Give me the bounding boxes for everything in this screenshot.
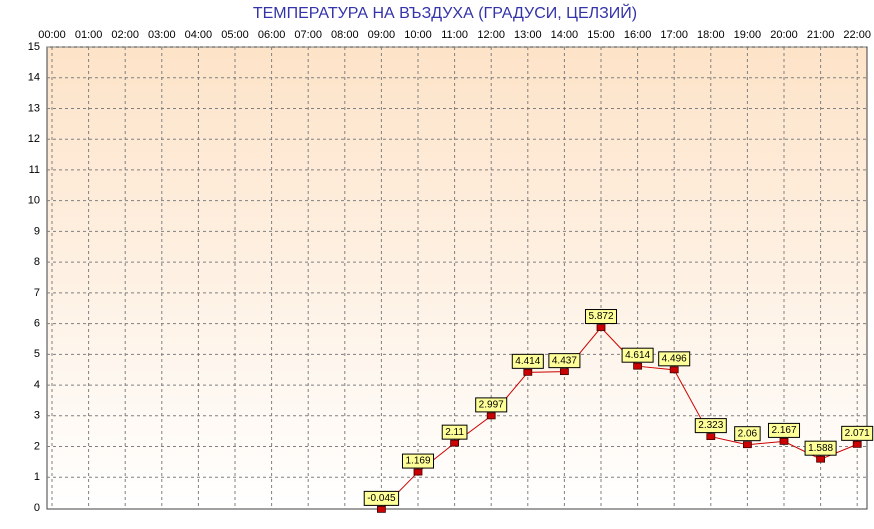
- y-tick-label: 5: [34, 348, 40, 360]
- value-label-box: [401, 453, 435, 469]
- value-label-text: 2.071: [845, 428, 870, 439]
- x-tick-label: 17:00: [660, 29, 688, 41]
- x-tick-label: 05:00: [221, 29, 249, 41]
- marker: [852, 440, 862, 448]
- value-label-text: -0.045: [367, 493, 396, 504]
- value-label: 5.872: [584, 309, 618, 325]
- value-label-text: 4.496: [662, 353, 687, 364]
- y-tick-label: 2: [34, 440, 40, 452]
- value-label-text: 2.06: [738, 428, 758, 439]
- value-label: 2.071: [841, 425, 874, 441]
- y-tick-label: 11: [29, 164, 40, 176]
- value-label-text: 1.588: [808, 443, 833, 454]
- x-tick-label: 01:00: [75, 29, 103, 41]
- marker: [779, 438, 789, 445]
- y-tick-label: 3: [34, 410, 40, 422]
- value-label: 2.06: [734, 426, 761, 442]
- value-label-box: [804, 440, 837, 456]
- y-tick-label: 12: [28, 133, 40, 145]
- x-tick-label: 15:00: [587, 29, 615, 41]
- value-label: 2.167: [767, 422, 801, 438]
- x-tick-label: 19:00: [734, 29, 762, 41]
- value-label: 4.614: [621, 347, 654, 363]
- y-tick-label: 9: [34, 225, 40, 237]
- marker: [743, 441, 752, 449]
- value-label-box: [363, 490, 400, 506]
- value-label: -0.045: [363, 490, 400, 506]
- x-tick-label: 20:00: [770, 29, 798, 41]
- x-tick-label: 02:00: [111, 29, 139, 41]
- marker: [706, 433, 716, 441]
- marker: [450, 439, 460, 447]
- value-label-box: [734, 426, 761, 442]
- x-tick-label: 00:00: [38, 29, 66, 41]
- marker: [413, 468, 423, 476]
- value-label-box: [694, 418, 727, 434]
- y-tick-label: 6: [34, 318, 40, 330]
- y-tick-label: 15: [28, 41, 40, 53]
- x-tick-label: 18:00: [697, 29, 725, 41]
- value-label: 2.997: [475, 397, 508, 413]
- marker: [633, 362, 642, 370]
- y-tick-label: 7: [34, 287, 40, 299]
- value-label-text: 2.997: [479, 400, 504, 411]
- value-label-box: [441, 424, 468, 440]
- marker: [376, 505, 386, 513]
- value-label-box: [511, 353, 544, 369]
- x-tick-label: 14:00: [551, 29, 579, 41]
- value-label-box: [767, 422, 801, 438]
- value-label-box: [584, 309, 618, 325]
- x-tick-label: 10:00: [404, 29, 432, 41]
- marker: [560, 368, 569, 376]
- x-tick-label: 08:00: [331, 29, 359, 41]
- value-label-text: 2.11: [445, 427, 464, 438]
- x-tick-label: 07:00: [294, 29, 322, 41]
- chart-title: ТЕМПЕРАТУРА НА ВЪЗДУХА (ГРАДУСИ, ЦЕЛЗИЙ): [253, 3, 637, 22]
- value-label: 2.323: [694, 418, 727, 434]
- x-tick-label: 06:00: [258, 29, 286, 41]
- value-label-text: 1.169: [405, 456, 430, 467]
- value-label-text: 2.167: [771, 425, 796, 436]
- value-label-text: 5.872: [588, 311, 613, 322]
- value-label: 4.414: [511, 353, 544, 369]
- value-label-box: [841, 425, 874, 441]
- value-label-box: [475, 397, 508, 413]
- value-label-box: [548, 353, 581, 369]
- value-label: 4.496: [658, 351, 691, 367]
- x-tick-label: 09:00: [368, 29, 396, 41]
- marker: [816, 455, 825, 463]
- value-label: 1.588: [804, 440, 837, 456]
- value-label: 2.11: [441, 424, 468, 440]
- value-label-text: 4.414: [515, 356, 540, 367]
- x-tick-label: 12:00: [477, 29, 505, 41]
- x-tick-label: 11:00: [441, 29, 468, 41]
- y-tick-label: 1: [34, 471, 40, 483]
- value-label: 1.169: [401, 453, 435, 469]
- y-tick-label: 8: [34, 256, 40, 268]
- x-tick-label: 21:00: [807, 29, 835, 41]
- x-tick-label: 16:00: [624, 29, 652, 41]
- value-label-box: [621, 347, 654, 363]
- x-tick-label: 04:00: [185, 29, 213, 41]
- x-tick-label: 22:00: [843, 29, 871, 41]
- x-tick-label: 03:00: [148, 29, 176, 41]
- value-label-text: 4.614: [625, 350, 650, 361]
- x-tick-label: 13:00: [514, 29, 542, 41]
- y-tick-label: 13: [28, 102, 40, 114]
- marker: [486, 412, 496, 420]
- marker: [596, 324, 606, 331]
- value-label: 4.437: [548, 353, 581, 369]
- value-label-text: 2.323: [698, 420, 723, 431]
- y-tick-label: 10: [28, 195, 40, 207]
- value-label-text: 4.437: [552, 355, 577, 366]
- marker: [669, 366, 679, 374]
- y-tick-label: 4: [34, 379, 40, 391]
- marker: [523, 368, 533, 376]
- y-tick-label: 0: [34, 502, 40, 514]
- y-tick-label: 14: [28, 72, 40, 84]
- value-label-box: [658, 351, 691, 367]
